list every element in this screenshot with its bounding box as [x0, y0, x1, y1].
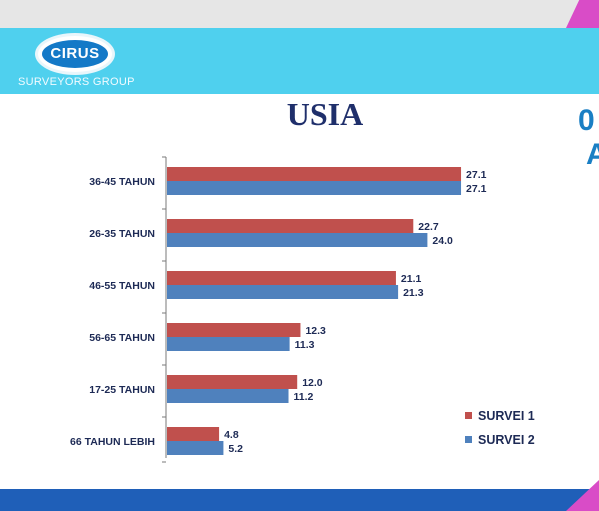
value-label: 11.3 — [295, 339, 315, 351]
bar-2 — [167, 285, 399, 299]
bottom-band — [0, 489, 599, 511]
bar-1 — [167, 219, 414, 233]
bar-1 — [167, 167, 462, 181]
value-label: 21.1 — [401, 273, 422, 285]
bar-1 — [167, 427, 220, 441]
value-label: 12.0 — [302, 377, 323, 389]
top-gray-strip — [0, 0, 599, 28]
bar-1 — [167, 375, 298, 389]
legend-label: SURVEI 1 — [478, 409, 535, 423]
bar-2 — [167, 389, 289, 403]
legend-label: SURVEI 2 — [478, 433, 535, 447]
value-label: 27.1 — [466, 169, 487, 181]
logo-inner-oval: CIRUS — [42, 40, 108, 68]
value-label: 5.2 — [228, 443, 243, 455]
chart-title: USIA — [286, 96, 364, 132]
value-label: 21.3 — [403, 287, 424, 299]
legend-swatch — [465, 412, 472, 419]
category-label: 56-65 TAHUN — [89, 332, 155, 344]
category-label: 36-45 TAHUN — [89, 176, 155, 188]
value-label: 4.8 — [224, 429, 239, 441]
edge-text-fragment-2: A — [586, 138, 599, 171]
bar-1 — [167, 271, 396, 285]
bar-1 — [167, 323, 301, 337]
cirus-logo: CIRUS — [38, 36, 112, 72]
value-label: 27.1 — [466, 183, 487, 195]
bar-2 — [167, 441, 224, 455]
category-label: 66 TAHUN LEBIH — [70, 436, 155, 448]
bar-2 — [167, 337, 290, 351]
category-label: 26-35 TAHUN — [89, 228, 155, 240]
category-label: 17-25 TAHUN — [89, 384, 155, 396]
value-label: 11.2 — [294, 391, 314, 403]
category-label: 46-55 TAHUN — [89, 280, 155, 292]
logo-text: CIRUS — [50, 45, 100, 62]
value-label: 22.7 — [418, 221, 439, 233]
value-label: 12.3 — [305, 325, 326, 337]
value-label: 24.0 — [432, 235, 453, 247]
bar-2 — [167, 181, 462, 195]
logo-subtext: SURVEYORS GROUP — [18, 76, 135, 88]
bar-2 — [167, 233, 428, 247]
edge-text-fragment-1: 0 — [578, 104, 595, 137]
legend-swatch — [465, 436, 472, 443]
